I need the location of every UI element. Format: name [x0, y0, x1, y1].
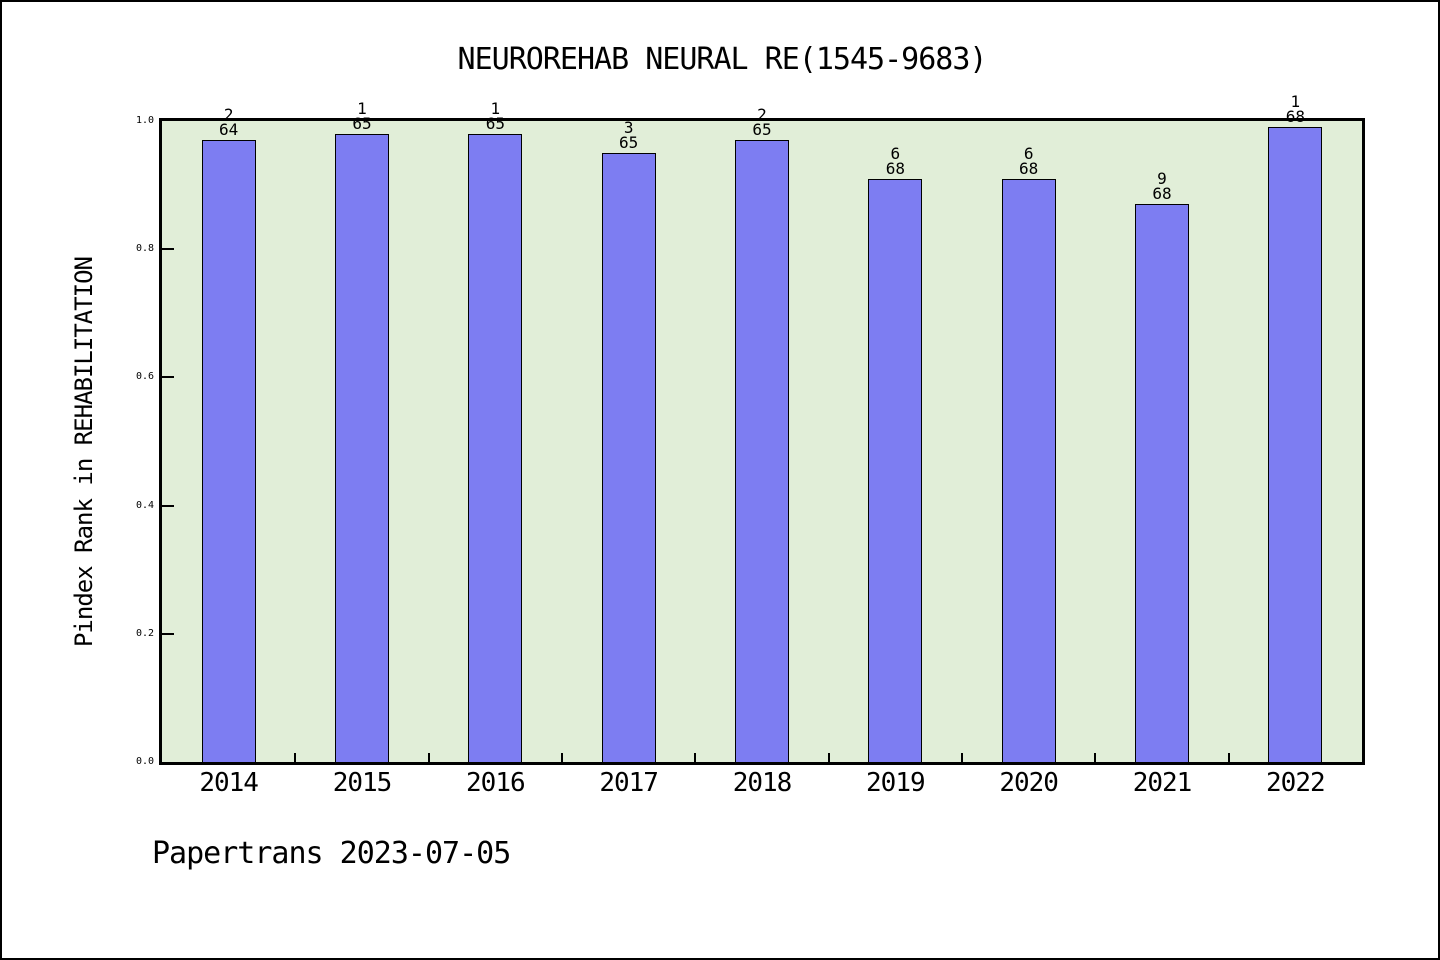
bar-total-value: 65 [352, 113, 372, 133]
bar-rank-value: 1 [1290, 92, 1301, 112]
bar-rank-value: 6 [1023, 143, 1034, 163]
y-axis-tick-label: 0.4 [135, 499, 154, 511]
y-axis-tick-label: 0.8 [135, 243, 154, 255]
bar-total-value: 65 [485, 113, 505, 133]
x-axis-minor-tick [1227, 753, 1230, 762]
bar-2016 [468, 133, 523, 762]
bar-rank-value: 9 [1157, 169, 1167, 189]
bar-value-label-2022: 1 68 [1229, 92, 1362, 127]
x-axis-tick-label-2021: 2021 [1132, 768, 1193, 798]
x-axis-minor-tick [961, 753, 963, 762]
bar-rank-value: 1 [490, 98, 501, 118]
bar-value-label-2017: 3 65 [562, 118, 695, 153]
bar-rank-value: 3 [623, 118, 634, 138]
x-axis-tick-label-2014: 2014 [199, 768, 259, 798]
y-axis-label: Pindex Rank in REHABILITATION [70, 256, 98, 648]
x-axis-tick-label-2020: 2020 [999, 768, 1059, 798]
bar-rank-value: 2 [223, 105, 234, 125]
y-axis-tick [162, 632, 174, 635]
x-axis-minor-tick [694, 753, 697, 762]
bar-2014 [201, 140, 256, 762]
bar-rank-value: 1 [357, 98, 367, 118]
x-axis-tick-label-2019: 2019 [866, 768, 926, 798]
x-axis-tick-label-2022: 2022 [1266, 768, 1326, 798]
y-axis-tick-label: 0.6 [135, 371, 154, 383]
bar-rank-value: 6 [890, 143, 901, 163]
x-axis-minor-tick [561, 753, 563, 762]
bar-total-value: 68 [1019, 158, 1039, 178]
bar-2021 [1135, 204, 1189, 762]
bar-2019 [868, 178, 923, 762]
bar-total-value: 65 [752, 120, 772, 140]
y-axis-tick-label: 1.0 [135, 115, 154, 126]
x-axis-minor-tick [294, 753, 297, 762]
x-axis-tick-label-2017: 2017 [599, 768, 659, 798]
bar-total-value: 68 [885, 158, 905, 178]
bar-2017 [601, 153, 656, 762]
y-axis-tick [162, 248, 174, 251]
bar-value-label-2018: 2 65 [695, 105, 828, 140]
x-axis-minor-tick [1094, 753, 1097, 762]
bar-value-label-2014: 2 64 [162, 105, 295, 140]
x-axis-tick-label-2018: 2018 [732, 768, 793, 798]
bar-total-value: 68 [1152, 184, 1172, 204]
x-axis-tick-label-2015: 2015 [332, 768, 393, 798]
x-axis-tick-label-2016: 2016 [466, 768, 526, 798]
y-axis-tick [162, 376, 174, 379]
bar-value-label-2015: 1 65 [295, 98, 428, 133]
bar-value-label-2021: 9 68 [1095, 169, 1228, 204]
y-axis-tick [162, 504, 174, 507]
x-axis-minor-tick [427, 753, 430, 762]
bar-total-value: 68 [1285, 107, 1305, 127]
bar-2015 [335, 133, 389, 762]
bar-value-label-2020: 6 68 [962, 143, 1095, 178]
plot-area: 2 64 1 65 1 65 3 65 2 65 6 68 6 68 9 68 1 68 [159, 94, 1365, 765]
bar-total-value: 65 [619, 133, 639, 153]
bar-2020 [1001, 178, 1056, 762]
bar-2022 [1268, 127, 1323, 762]
bar-2018 [735, 140, 789, 762]
x-axis-minor-tick [827, 753, 830, 762]
bar-total-value: 64 [219, 120, 239, 140]
y-axis-tick-label: 0.2 [135, 627, 154, 639]
bar-value-label-2016: 1 65 [429, 98, 562, 133]
watermark-text: Papertrans 2023-07-05 [152, 836, 511, 871]
chart-title: NEUROREHAB NEURAL RE(1545-9683) [457, 42, 988, 77]
y-axis-tick-label: 0.0 [135, 756, 154, 767]
bar-rank-value: 2 [757, 105, 767, 125]
bar-value-label-2019: 6 68 [829, 143, 962, 178]
